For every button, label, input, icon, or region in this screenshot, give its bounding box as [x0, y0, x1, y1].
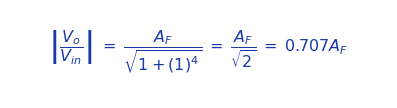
Text: $\left|\dfrac{V_o}{V_{in}}\right| \;=\; \dfrac{A_F}{\sqrt{1 + (1)^4}} \;=\; \dfr: $\left|\dfrac{V_o}{V_{in}}\right| \;=\; … — [48, 29, 349, 75]
